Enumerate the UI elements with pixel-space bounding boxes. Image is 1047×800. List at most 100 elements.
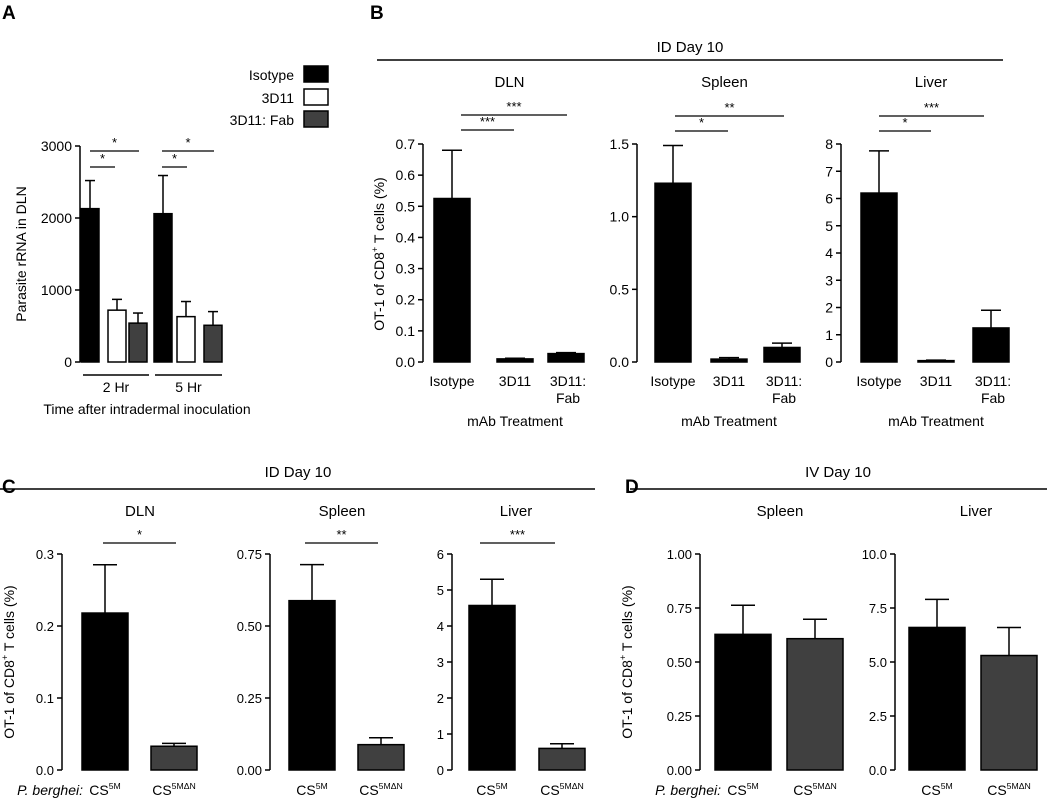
chart-a-bar xyxy=(176,315,196,363)
panel-c-header: ID Day 10 xyxy=(265,464,332,481)
chart-a-bar xyxy=(128,322,148,363)
chart-c2-category-label: CS5M xyxy=(296,781,328,798)
chart-c2-bar xyxy=(357,743,405,771)
chart-c3-bar xyxy=(468,604,516,771)
chart-a-significance-label: * xyxy=(172,151,177,166)
chart-c3-y-tick-label: 1 xyxy=(437,727,444,742)
chart-c1-category-label: CS5M xyxy=(89,781,121,798)
chart-c1-significance-label: * xyxy=(137,527,142,542)
panel-letter-c: C xyxy=(2,477,16,498)
chart-b3-y-tick-label: 4 xyxy=(825,245,833,261)
chart-c2-y-tick-label: 0.25 xyxy=(237,691,262,706)
chart-b3-y-tick-label: 8 xyxy=(825,136,833,152)
chart-b2-significance-label: * xyxy=(699,115,704,130)
chart-b1-y-tick-label: 0.2 xyxy=(396,292,416,308)
chart-b3-title: Liver xyxy=(915,74,948,91)
chart-b3-y-tick-label: 5 xyxy=(825,218,833,234)
chart-b3-y-tick-label: 2 xyxy=(825,300,833,316)
chart-d1-category-label: CS5MΔN xyxy=(793,781,837,798)
chart-b1-bar xyxy=(547,352,585,363)
chart-c3-y-tick-label: 5 xyxy=(437,583,444,598)
chart-d1-category-label: CS5M xyxy=(727,781,759,798)
chart-b1-y-tick-label: 0.3 xyxy=(396,261,416,277)
chart-b1-y-tick-label: 0.7 xyxy=(396,136,416,152)
chart-d2-y-tick-label: 7.5 xyxy=(869,601,887,616)
chart-b2-x-axis-title: mAb Treatment xyxy=(681,413,777,429)
chart-a-y-tick-label: 3000 xyxy=(41,138,72,154)
chart-c3-y-tick-label: 4 xyxy=(437,619,444,634)
chart-d2-title: Liver xyxy=(960,503,993,520)
chart-c1-title: DLN xyxy=(125,503,155,520)
chart-a-legend-swatch xyxy=(303,110,329,128)
panel-b-header: ID Day 10 xyxy=(657,39,724,56)
chart-d2-category-label: CS5M xyxy=(921,781,953,798)
chart-b3-significance-label: * xyxy=(902,115,907,130)
chart-b3-category-label: 3D11: xyxy=(975,373,1011,389)
panel-letter-b: B xyxy=(370,3,384,24)
chart-a-category-label: 2 Hr xyxy=(103,379,130,395)
chart-b3-category-label: Fab xyxy=(981,390,1005,406)
chart-c3-significance-label: *** xyxy=(510,527,525,542)
chart-d2-category-label: CS5MΔN xyxy=(987,781,1031,798)
chart-d1-bar xyxy=(714,633,772,771)
chart-c1-bar xyxy=(150,745,198,771)
panel-d-header: IV Day 10 xyxy=(805,464,871,481)
chart-c1-y-tick-label: 0.3 xyxy=(36,547,54,562)
chart-b3-y-tick-label: 6 xyxy=(825,191,833,207)
chart-b1-y-tick-label: 0.4 xyxy=(396,229,416,245)
chart-a-y-axis-title: Parasite rRNA in DLN xyxy=(13,186,29,321)
chart-b3-y-tick-label: 7 xyxy=(825,163,833,179)
chart-b2-bar xyxy=(710,358,748,363)
chart-d1-bar xyxy=(786,637,844,771)
chart-a-bar xyxy=(203,324,223,363)
chart-b2-y-tick-label: 0.0 xyxy=(610,354,630,370)
chart-a-legend-label: 3D11 xyxy=(262,90,295,106)
chart-c2-y-tick-label: 0.75 xyxy=(237,547,262,562)
chart-b2-significance-label: ** xyxy=(724,100,734,115)
chart-c2-category-label: CS5MΔN xyxy=(359,781,403,798)
chart-b1-category-label: Isotype xyxy=(429,373,474,389)
chart-b2-category-label: 3D11 xyxy=(713,373,746,389)
chart-d1-y-tick-label: 0.00 xyxy=(667,763,692,778)
chart-b3-y-tick-label: 0 xyxy=(825,354,833,370)
chart-b2-title: Spleen xyxy=(701,74,748,91)
chart-b1-y-tick-label: 0.6 xyxy=(396,167,416,183)
chart-d1-title: Spleen xyxy=(757,503,804,520)
chart-c1-bar xyxy=(81,612,129,771)
chart-c3-y-tick-label: 3 xyxy=(437,655,444,670)
chart-b1-category-label: 3D11: xyxy=(550,373,586,389)
chart-d2-y-tick-label: 2.5 xyxy=(869,709,887,724)
chart-c3-title: Liver xyxy=(500,503,533,520)
chart-a-significance-label: * xyxy=(100,151,105,166)
chart-d2-y-tick-label: 10.0 xyxy=(862,547,887,562)
chart-a-category-label: 5 Hr xyxy=(175,379,202,395)
chart-b1-bar xyxy=(496,358,534,363)
chart-c3-y-tick-label: 0 xyxy=(437,763,444,778)
chart-a-bar xyxy=(153,212,173,363)
chart-b1-x-axis-title: mAb Treatment xyxy=(467,413,563,429)
chart-c1-y-tick-label: 0.2 xyxy=(36,619,54,634)
chart-b2-y-tick-label: 0.5 xyxy=(610,281,630,297)
static-layer: A B C D ID Day 10 ID Day 10 IV Day 10 xyxy=(0,3,1047,498)
chart-c2-title: Spleen xyxy=(319,503,366,520)
chart-b2-y-tick-label: 1.5 xyxy=(610,136,630,152)
chart-b2-category-label: Fab xyxy=(772,390,796,406)
chart-b1-significance-label: *** xyxy=(506,99,521,114)
chart-b1-category-label: 3D11 xyxy=(499,373,532,389)
chart-b3-bar xyxy=(972,327,1010,363)
chart-a-significance-label: * xyxy=(112,135,117,150)
chart-a-legend-label: 3D11: Fab xyxy=(230,112,295,128)
chart-c3-category-label: CS5MΔN xyxy=(540,781,584,798)
panel-letter-a: A xyxy=(2,3,16,24)
chart-c2-bar xyxy=(288,599,336,771)
chart-b1-y-tick-label: 0.5 xyxy=(396,198,416,214)
chart-b3-bar xyxy=(860,192,898,363)
chart-d1-x-prefix-label: P. berghei: xyxy=(655,782,721,798)
chart-b1-y-tick-label: 0.0 xyxy=(396,354,416,370)
chart-b2-category-label: 3D11: xyxy=(766,373,802,389)
chart-c3-y-tick-label: 2 xyxy=(437,691,444,706)
chart-b2-bar xyxy=(763,346,801,363)
chart-c3-y-tick-label: 6 xyxy=(437,547,444,562)
chart-d2-bar xyxy=(980,654,1038,771)
